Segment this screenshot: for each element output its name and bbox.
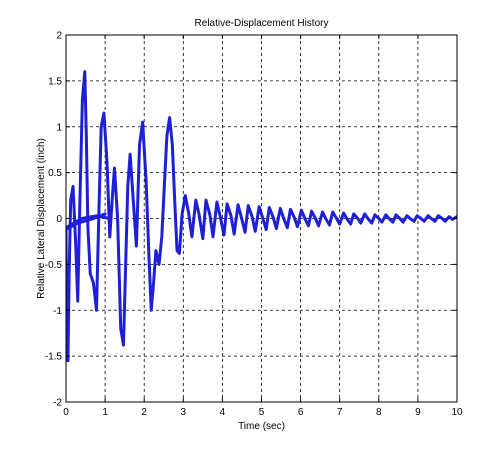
y-tick-label: -1.5	[45, 352, 63, 363]
data-series	[66, 70, 457, 363]
y-tick-label: 0	[56, 214, 62, 225]
x-tick-label: 0	[63, 407, 69, 418]
x-tick-label: 9	[415, 407, 421, 418]
x-tick-label: 1	[102, 407, 108, 418]
y-tick-label: -2	[53, 398, 62, 409]
axis-ticks	[65, 34, 458, 403]
y-tick-label: 1	[56, 122, 62, 133]
grid-lines	[66, 35, 457, 402]
x-tick-label: 10	[451, 407, 463, 418]
y-tick-label: 2	[56, 31, 62, 42]
x-axis-label: Time (sec)	[238, 421, 285, 432]
y-tick-label: 1.5	[48, 76, 62, 87]
x-tick-label: 8	[376, 407, 382, 418]
chart-title: Relative-Displacement History	[195, 18, 329, 29]
series-line-1	[66, 70, 457, 363]
y-tick-label: 0.5	[48, 168, 62, 179]
x-tick-label: 3	[181, 407, 187, 418]
series-line-3	[66, 214, 111, 230]
x-tick-labels: 0 1 2 3 4 5 6 7 8 9 10	[63, 407, 463, 418]
x-tick-label: 4	[220, 407, 226, 418]
x-tick-label: 6	[298, 407, 304, 418]
y-tick-label: -0.5	[45, 260, 63, 271]
x-tick-label: 5	[259, 407, 265, 418]
y-axis-label: Relative Lateral Displacement (inch)	[36, 138, 47, 299]
x-tick-label: 7	[337, 407, 343, 418]
y-tick-label: -1	[53, 306, 62, 317]
x-tick-label: 2	[141, 407, 147, 418]
y-tick-labels: -2 -1.5 -1 -0.5 0 0.5 1 1.5 2	[45, 31, 63, 409]
